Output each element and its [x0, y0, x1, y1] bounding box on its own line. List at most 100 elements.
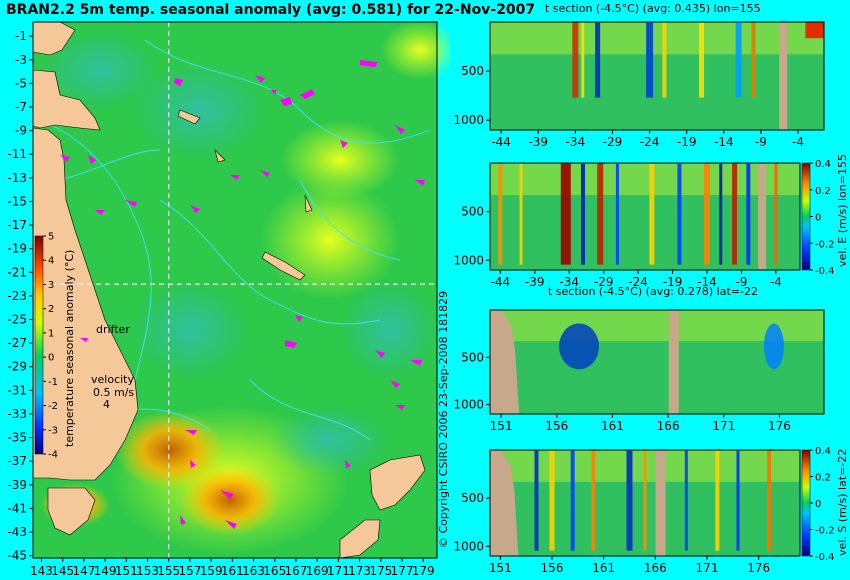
map-y-tick-label: -15: [7, 194, 27, 208]
vel-e-section-lon-anomaly-stripe: [677, 163, 682, 265]
map-y-tick-label: -11: [7, 147, 27, 161]
t-section-lon-x-tick-label: -9: [755, 135, 767, 149]
map-x-tick-label: 163: [242, 564, 265, 578]
vel-e-section-lon-x-tick-label: -39: [525, 275, 545, 289]
colorbar-tick-label: -4: [48, 450, 58, 461]
t-section-lat-y-tick-label: 500: [461, 350, 484, 364]
map-x-tick-label: 145: [51, 564, 74, 578]
map-x-tick-label: 165: [263, 564, 286, 578]
t-section-lon-x-tick-label: -29: [603, 135, 623, 149]
vel-e-section-lon-anomaly-stripe: [615, 163, 619, 265]
t-section-lon-x-tick-label: -19: [677, 135, 697, 149]
vel-s-section-lat-anomaly-stripe: [684, 450, 688, 551]
map-y-tick-label: -3: [15, 53, 27, 67]
colorbar-tick-label: 2: [48, 304, 54, 315]
t-section-lon-anomaly-stripe: [662, 22, 667, 98]
vel-e-section-lon-colorbar-tick-label: 0: [815, 213, 821, 224]
anomaly-patch: [280, 120, 400, 200]
t-section-lon-x-tick-label: -14: [714, 135, 734, 149]
map-x-tick-label: 147: [72, 564, 95, 578]
t-section-lat-title: t section (-4.5°C) (avg: 0.278) lat=-22: [548, 285, 758, 298]
colorbar-tick-label: 3: [48, 280, 54, 291]
map-y-tick-label: -37: [7, 454, 27, 468]
map-y-tick-label: -21: [7, 265, 27, 279]
t-section-lon-x-tick-label: -4: [792, 135, 804, 149]
vel-s-section-lat-land: [490, 450, 519, 556]
colorbar-tick-label: -1: [48, 377, 58, 388]
map-x-tick-label: 151: [115, 564, 138, 578]
vel-e-section-lon-colorbar-tick-label: 0.4: [815, 159, 831, 170]
map-y-tick-label: -33: [7, 407, 27, 421]
temperature-colorbar: [34, 235, 44, 455]
vel-s-section-lat-anomaly-stripe: [591, 450, 596, 551]
t-section-lon-frame: [489, 21, 825, 131]
anomaly-patch: [270, 405, 390, 475]
vel-s-section-lat-colorbar-tick-label: 0.4: [815, 446, 831, 457]
t-section-lat-panel: 151 156 161 166 171 176 500 1000: [453, 309, 825, 433]
map-x-tick-label: 143: [30, 564, 53, 578]
vel-e-section-lon-panel: -44 -39 -34 -29 -24 -19 -14 -9 -4 500 1000 0.4 0.2 0 -…: [453, 159, 834, 289]
t-section-lat-x-tick-label: 176: [768, 419, 791, 433]
vel-e-section-lon-colorbar-tick-label: 0.2: [815, 186, 831, 197]
vel-s-section-lat-anomaly-stripe: [549, 450, 555, 551]
vel-s-section-lat-anomaly-stripe: [534, 450, 539, 551]
map-y-tick-label: -1: [15, 29, 27, 43]
map-y-tick-label: -19: [7, 242, 27, 256]
vel-e-section-lon-anomaly-stripe: [597, 163, 604, 265]
map-y-tick-label: -5: [15, 76, 27, 90]
t-section-lat-land: [668, 310, 679, 414]
map-x-tick-label: 179: [412, 564, 435, 578]
t-section-lon-anomaly-stripe: [595, 22, 601, 98]
t-section-lon-anomaly-band: [805, 22, 824, 39]
map-x-tick-label: 155: [157, 564, 180, 578]
map-x-tick-label: 169: [306, 564, 329, 578]
t-section-lon-title: t section (-4.5°C) (avg: 0.435) lon=155: [545, 2, 761, 15]
map-x-tick-label: 157: [178, 564, 201, 578]
vel-s-section-lat-x-tick-label: 161: [592, 561, 615, 575]
colorbar-tick-label: 4: [48, 256, 54, 267]
t-section-lon-x-tick-label: -34: [566, 135, 586, 149]
anomaly-patch: [130, 280, 250, 380]
t-section-lon-y-tick-label: 1000: [453, 113, 484, 127]
colorbar-label: temperature seasonal anomaly (°C): [63, 249, 76, 447]
anomaly-patch: [115, 410, 225, 490]
map-y-tick-label: -13: [7, 171, 27, 185]
t-section-lat-x-tick-label: 161: [601, 419, 624, 433]
map-y-tick-label: -23: [7, 289, 27, 303]
t-section-lat-anomaly-core: [559, 323, 600, 370]
map-y-tick-label: -43: [7, 525, 27, 539]
map-x-tick-label: 161: [221, 564, 244, 578]
vel-s-colorbar-label: vel. S (m/s) lat=-22: [836, 448, 849, 556]
colorbar-tick-label: -3: [48, 425, 58, 436]
t-section-lon-y-tick-label: 500: [461, 64, 484, 78]
vel-e-section-lon-x-tick-label: -34: [559, 275, 579, 289]
map-x-tick-label: 153: [136, 564, 159, 578]
t-section-lat-x-tick-label: 171: [712, 419, 735, 433]
vel-s-section-lat-y-tick-label: 1000: [453, 539, 484, 553]
vel-e-section-lon-x-tick-label: -9: [735, 275, 747, 289]
t-section-lat-land: [490, 310, 520, 414]
vel-e-section-lon-anomaly-stripe: [704, 163, 710, 265]
t-section-lon-anomaly-stripe: [699, 22, 705, 98]
t-section-lon-x-tick-label: -24: [640, 135, 660, 149]
map-x-tick-label: 167: [285, 564, 308, 578]
vel-s-section-lat-x-tick-label: 156: [541, 561, 564, 575]
map-y-tick-label: -29: [7, 360, 27, 374]
vel-s-section-lat-anomaly-stripe: [570, 450, 575, 551]
vel-s-section-lat-colorbar-tick-label: 0.2: [815, 473, 831, 484]
t-section-lon-anomaly-stripe: [572, 22, 579, 98]
vel-e-section-lon-anomaly-stripe: [774, 163, 778, 265]
vel-e-section-lon-y-tick-label: 500: [461, 205, 484, 219]
map-x-tick-label: 149: [94, 564, 117, 578]
vel-s-section-lat-frame: [489, 449, 801, 557]
vel-s-section-lat-x-tick-label: 151: [489, 561, 512, 575]
map-y-tick-label: -45: [7, 549, 27, 563]
t-section-lat-x-tick-label: 156: [545, 419, 568, 433]
vel-e-section-lon-land: [758, 163, 767, 270]
vel-e-section-lon-x-tick-label: -44: [491, 275, 511, 289]
vel-e-section-lon-surface-layer: [490, 163, 800, 196]
vel-s-section-lat-colorbar-tick-label: -0.2: [815, 526, 835, 537]
map-y-tick-label: -25: [7, 313, 27, 327]
t-section-lat-frame: [489, 309, 825, 415]
